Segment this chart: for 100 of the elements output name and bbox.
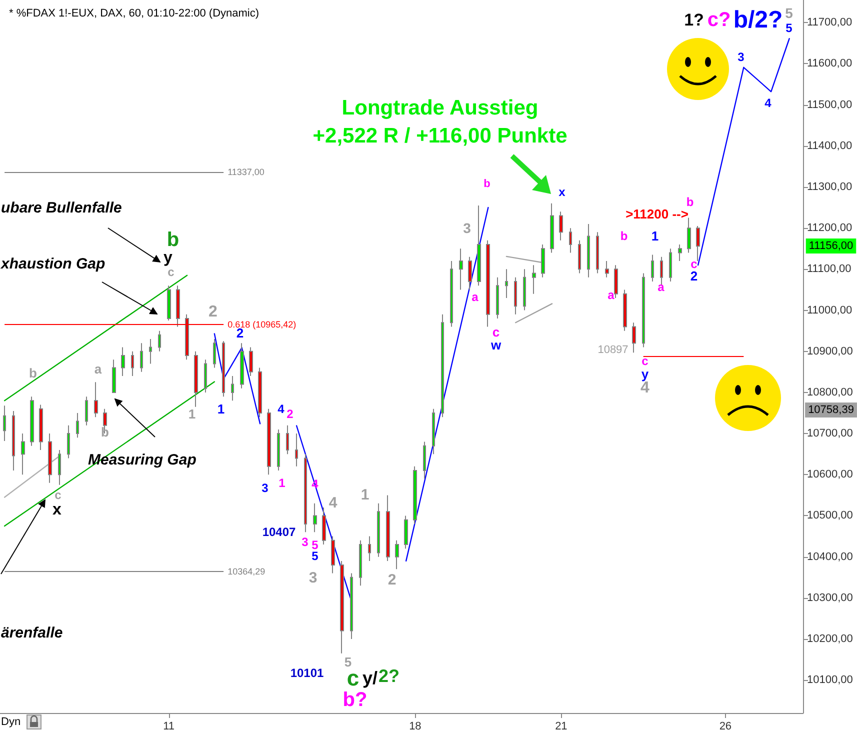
candlestick [12,410,15,472]
candlestick [377,502,380,558]
candlestick [231,376,234,402]
text: 10758,39 [808,404,854,416]
annotation: c [690,257,698,271]
candlestick [578,240,581,274]
candlestick [112,359,116,393]
annotation: 3 [262,481,269,495]
annotation: 4 [764,96,772,110]
x-tick-label: 11 [163,720,175,732]
candlestick [468,256,472,290]
candlestick [340,560,344,654]
candlestick [3,405,6,442]
annotation: 3 [302,535,309,549]
annotation: 10407 [262,525,296,539]
annotation: Longtrade Ausstieg [342,96,538,120]
candlestick [486,240,490,328]
annotation: b [101,424,110,440]
candlestick [569,228,572,254]
annotation: b [484,178,491,190]
candlestick [295,433,298,467]
candlestick [185,314,189,360]
candlestick [313,502,317,533]
candlestick [222,340,225,398]
y-tick-label: 11200,00 [807,222,852,234]
annotation: b [620,229,628,243]
annotation: b [29,366,38,380]
annotation: 1 [278,476,286,490]
candlestick [532,264,536,294]
candlestick [614,264,618,298]
annotation: a [94,362,102,376]
candlestick [587,223,590,278]
annotation: +2,522 R / +116,00 Punkte [312,124,568,148]
candlestick [432,408,435,455]
candlestick [413,466,417,524]
candlestick [331,536,335,574]
annotation: 5 [786,21,793,35]
y-tick-label: 10600,00 [807,468,853,481]
annotation: >11200 --> [626,206,689,222]
candlestick [459,248,463,290]
y-tick-label: 10400,00 [807,550,853,563]
candlestick [505,268,508,298]
candlestick [58,449,61,486]
y-tick-label: 10700,00 [807,428,853,440]
y-tick-label: 10900,00 [807,345,853,358]
annotation: c [54,488,62,502]
annotation: a [608,288,615,302]
candlestick [258,367,262,418]
candlestick [605,260,609,278]
annotation: 3 [463,220,472,236]
annotation: 10101 [290,666,324,680]
candlestick [30,396,34,446]
candlestick [94,382,98,418]
candlestick [194,350,198,408]
annotation: c? [707,9,731,31]
annotation: b? [342,689,368,711]
annotation: 5 [785,5,794,21]
candlestick [359,540,362,586]
annotation: 3 [308,570,318,586]
annotation: b [166,229,180,251]
y-tick-label: 10100,00 [807,674,853,686]
candlestick [286,424,289,455]
annotation: b [686,195,694,209]
candlestick [322,507,326,546]
annotation: c [168,265,175,279]
annotation: 1? [684,10,704,30]
annotation: x [52,502,62,518]
y-tick-label: 11500,00 [807,98,852,111]
candlestick [696,226,700,262]
candlestick [204,359,207,393]
annotation: y [641,366,650,382]
candlestick [249,346,253,377]
candlestick [678,244,682,262]
annotation: 1 [217,402,225,416]
candlestick [660,256,663,286]
y-tick-label: 10200,00 [807,633,853,646]
candlestick [395,540,399,570]
candlestick [39,404,43,450]
annotation: 4 [328,494,338,512]
candlestick [368,536,371,562]
candlestick [149,338,152,364]
y-tick-label: 10500,00 [807,510,853,522]
y-tick-label: 11300,00 [807,180,852,193]
candlestick [423,441,426,480]
candlestick [596,232,599,274]
candlestick [642,272,645,348]
candlestick [523,268,526,311]
annotation: y/ [362,668,378,688]
text: 11156,00 [808,240,854,252]
candlestick [559,211,563,241]
candlestick [632,322,636,354]
annotation: b/2? [733,6,783,34]
candlestick [277,428,280,472]
y-tick-label: 10800,00 [807,386,853,398]
candlestick [477,204,481,286]
candlestick [158,330,161,352]
y-tick-label: 11600,00 [807,58,852,70]
candlestick [404,515,408,550]
candlestick [541,244,545,278]
annotation: 2 [286,407,294,421]
